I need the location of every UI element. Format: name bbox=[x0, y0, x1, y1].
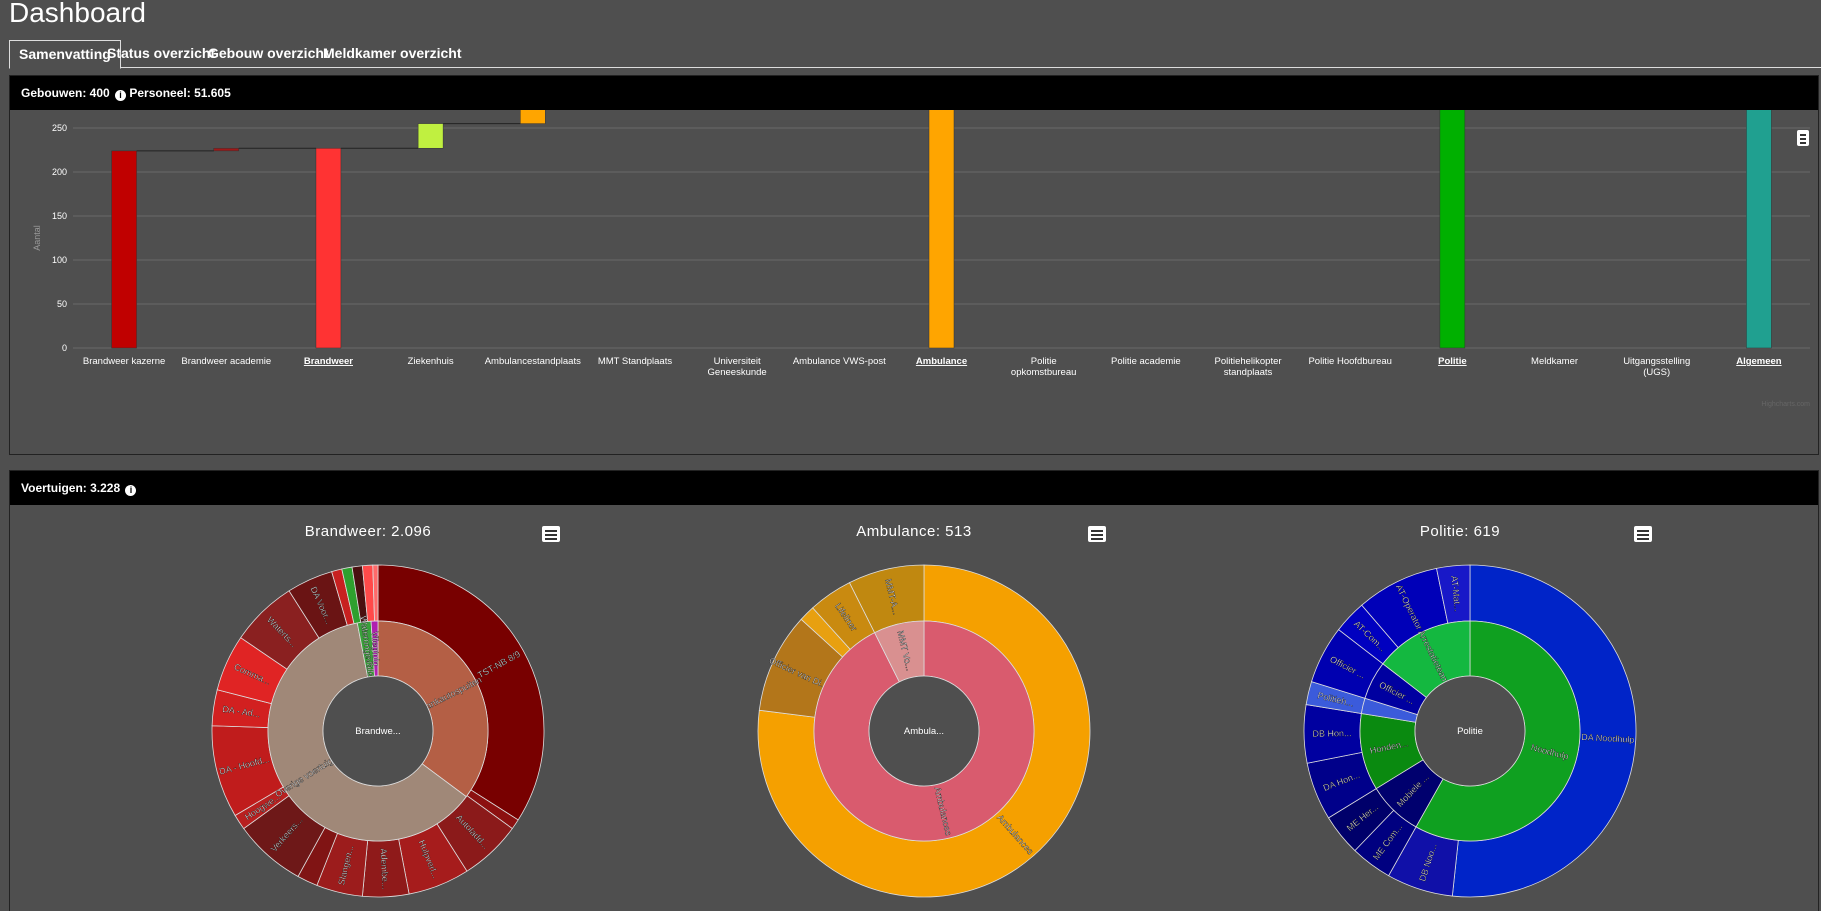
bar bbox=[928, 110, 955, 349]
tab-meldkamer-overzicht[interactable]: Meldkamer overzicht bbox=[323, 45, 462, 61]
center-label: Brandwe... bbox=[355, 726, 400, 737]
vehicles-panel-header: Voertuigen: 3.228 i bbox=[10, 471, 1818, 505]
y-tick-label: 100 bbox=[52, 255, 67, 265]
x-tick-label: Ambulancestandplaats bbox=[485, 356, 581, 367]
y-tick-label: 200 bbox=[52, 167, 67, 177]
x-tick-label: Ambulance VWS-post bbox=[793, 356, 886, 367]
bar bbox=[1439, 110, 1466, 349]
center-circle bbox=[1414, 675, 1526, 787]
x-tick-label: Politie bbox=[1438, 356, 1467, 367]
ambulance-sunburst-title: Ambulance: 513 bbox=[856, 523, 972, 540]
center-circle bbox=[322, 675, 434, 787]
y-tick-label: 250 bbox=[52, 123, 67, 133]
vehicles-panel: Voertuigen: 3.228 i Brandweer: 2.096 Amb… bbox=[9, 470, 1819, 911]
x-tick-label: Brandweer bbox=[304, 356, 353, 367]
info-icon[interactable]: i bbox=[125, 485, 137, 496]
x-tick-label: Politie Hoofdbureau bbox=[1308, 356, 1391, 367]
x-tick-label: Brandweer academie bbox=[181, 356, 271, 367]
voertuigen-count: Voertuigen: 3.228 bbox=[21, 481, 121, 495]
x-tick-label: Politie academie bbox=[1111, 356, 1181, 367]
x-tick-label: Algemeen bbox=[1736, 356, 1782, 367]
tab-gebouw-overzicht[interactable]: Gebouw overzicht bbox=[208, 45, 329, 61]
outer-ring-label: AT-Mat... bbox=[1449, 575, 1463, 612]
bar bbox=[1746, 110, 1772, 349]
x-tick-label: Politie bbox=[1031, 356, 1057, 367]
x-tick-label: Ziekenhuis bbox=[408, 356, 454, 367]
tab-bar: Samenvatting Status overzicht Gebouw ove… bbox=[9, 40, 1821, 69]
bar bbox=[520, 110, 546, 124]
center-label: Ambula... bbox=[904, 726, 944, 737]
y-axis-label: Aantal bbox=[32, 225, 42, 251]
x-tick-label: Uitgangsstelling bbox=[1623, 356, 1690, 367]
y-tick-label: 150 bbox=[52, 211, 67, 221]
bar bbox=[213, 147, 240, 152]
ambulance-chart-menu-icon[interactable] bbox=[1088, 526, 1106, 542]
inner-ring-label: Vliegtuig bbox=[370, 631, 381, 666]
x-tick-label: standplaats bbox=[1224, 367, 1273, 378]
x-tick-label: Ambulance bbox=[916, 356, 967, 367]
politie-chart-menu-icon[interactable] bbox=[1634, 526, 1652, 542]
chart-menu-icon[interactable] bbox=[1797, 130, 1809, 146]
building-waterfall-chart: 0 50 100 150 200 250 Aantal Brandweer kazerne Br… bbox=[32, 110, 1810, 408]
buildings-panel: Gebouwen: 400 i Personeel: 51.605 0 50 100… bbox=[9, 75, 1819, 455]
x-tick-label: opkomstbureau bbox=[1011, 367, 1076, 378]
y-tick-label: 0 bbox=[62, 343, 67, 353]
credits-label: Highcharts.com bbox=[1761, 401, 1810, 408]
brandweer-sunburst-title: Brandweer: 2.096 bbox=[304, 523, 432, 540]
tab-status-overzicht[interactable]: Status overzicht bbox=[107, 45, 216, 61]
politie-sunburst-title: Politie: 619 bbox=[1419, 523, 1501, 540]
tab-samenvatting[interactable]: Samenvatting bbox=[9, 40, 121, 69]
y-tick-label: 50 bbox=[57, 299, 67, 309]
outer-ring-label: Adembe... bbox=[379, 848, 391, 889]
outer-ring-label: DA Noodhulp bbox=[1581, 732, 1635, 745]
page-title: Dashboard bbox=[9, 0, 146, 28]
x-tick-label: MMT Standplaats bbox=[598, 356, 673, 367]
x-tick-label: Brandweer kazerne bbox=[83, 356, 165, 367]
center-label: Politie bbox=[1457, 726, 1483, 737]
personeel-count: Personeel: 51.605 bbox=[129, 86, 231, 100]
x-tick-label: Politiehelikopter bbox=[1214, 356, 1281, 367]
brandweer-sunburst: TST-NB 8/9Autoladd...Hulpverl...Adembe..… bbox=[211, 564, 545, 898]
brandweer-chart-menu-icon[interactable] bbox=[542, 526, 560, 542]
center-circle bbox=[868, 675, 980, 787]
gebouwen-count: Gebouwen: 400 bbox=[21, 86, 110, 100]
bar bbox=[315, 147, 342, 349]
info-icon[interactable]: i bbox=[115, 90, 127, 101]
x-tick-label: Universiteit bbox=[714, 356, 761, 367]
buildings-panel-header: Gebouwen: 400 i Personeel: 51.605 bbox=[10, 76, 1818, 110]
bar bbox=[111, 150, 137, 349]
x-tick-label: (UGS) bbox=[1643, 367, 1670, 378]
bar bbox=[417, 123, 444, 149]
x-tick-label: Meldkamer bbox=[1531, 356, 1578, 367]
x-tick-label: Geneeskunde bbox=[708, 367, 767, 378]
outer-ring-label: DB Hon... bbox=[1312, 728, 1351, 739]
